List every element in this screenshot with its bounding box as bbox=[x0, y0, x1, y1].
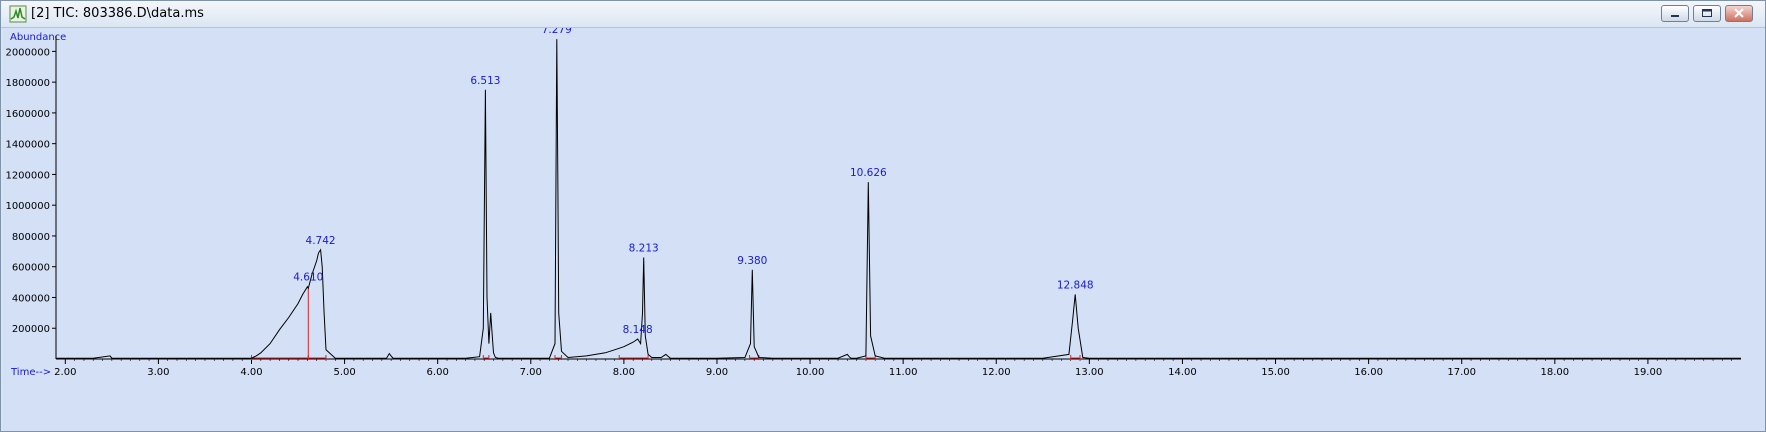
window-title: [2] TIC: 803386.D\data.ms bbox=[31, 6, 204, 21]
peak-label: 6.513 bbox=[470, 75, 500, 87]
chromatogram-app-icon bbox=[9, 5, 27, 23]
y-tick-label: 1400000 bbox=[5, 140, 50, 151]
y-axis-label: Abundance bbox=[10, 32, 66, 43]
x-tick-label: 6.00 bbox=[427, 367, 449, 378]
axes: 200000 400000 600000 800000 1000000 1200000 14… bbox=[5, 36, 1741, 378]
close-button[interactable] bbox=[1725, 5, 1753, 22]
x-tick-label: 14.00 bbox=[1168, 367, 1197, 378]
x-tick-label: 15.00 bbox=[1261, 367, 1290, 378]
x-tick-label: 13.00 bbox=[1075, 367, 1104, 378]
tic-trace bbox=[56, 39, 1741, 359]
y-tick-label: 1800000 bbox=[5, 78, 50, 89]
x-tick-label: 19.00 bbox=[1634, 367, 1663, 378]
x-tick-label: 5.00 bbox=[333, 367, 355, 378]
x-tick-label: 18.00 bbox=[1540, 367, 1569, 378]
x-tick-label: 2.00 bbox=[54, 367, 76, 378]
maximize-button[interactable] bbox=[1693, 5, 1721, 22]
y-tick-label: 1600000 bbox=[5, 109, 50, 120]
minimize-button[interactable] bbox=[1661, 5, 1689, 22]
y-tick-label: 200000 bbox=[12, 324, 50, 335]
x-tick-label: 7.00 bbox=[520, 367, 542, 378]
baseline-markers bbox=[250, 288, 1081, 360]
y-tick-label: 600000 bbox=[12, 263, 50, 274]
peak-labels: 4.610 4.742 6.513 7.279 8.148 8.213 9.380 10.62… bbox=[293, 28, 1093, 336]
x-tick-label: 8.00 bbox=[613, 367, 635, 378]
plot-area: Abundance Time--> 200000 400000 600000 8000… bbox=[3, 28, 1765, 431]
x-tick-label: 16.00 bbox=[1354, 367, 1383, 378]
x-axis-label: Time--> bbox=[10, 367, 51, 378]
peak-label: 10.626 bbox=[850, 167, 887, 179]
peak-label: 7.279 bbox=[542, 28, 572, 36]
x-tick-label: 9.00 bbox=[706, 367, 728, 378]
x-tick-label: 10.00 bbox=[796, 367, 825, 378]
y-tick-label: 2000000 bbox=[5, 47, 50, 58]
minimize-icon bbox=[1671, 15, 1679, 17]
maximize-icon bbox=[1702, 9, 1712, 17]
x-tick-label: 12.00 bbox=[982, 367, 1011, 378]
peak-label: 4.742 bbox=[306, 235, 336, 247]
y-tick-label: 400000 bbox=[12, 293, 50, 304]
x-tick-label: 17.00 bbox=[1447, 367, 1476, 378]
y-tick-label: 1000000 bbox=[5, 201, 50, 212]
x-tick-label: 11.00 bbox=[889, 367, 918, 378]
x-tick-label: 4.00 bbox=[240, 367, 262, 378]
peak-label: 8.148 bbox=[623, 324, 653, 336]
close-icon bbox=[1734, 8, 1744, 18]
y-tick-label: 1200000 bbox=[5, 170, 50, 181]
peak-label: 9.380 bbox=[737, 255, 767, 267]
chromatogram-chart: Abundance Time--> 200000 400000 600000 8000… bbox=[5, 28, 1741, 378]
peak-label: 4.610 bbox=[293, 272, 323, 284]
y-tick-label: 800000 bbox=[12, 232, 50, 243]
tic-line bbox=[56, 39, 1741, 359]
x-tick-label: 3.00 bbox=[147, 367, 169, 378]
peak-label: 12.848 bbox=[1057, 279, 1094, 291]
title-bar[interactable]: [2] TIC: 803386.D\data.ms bbox=[1, 1, 1765, 28]
peak-label: 8.213 bbox=[629, 242, 659, 254]
